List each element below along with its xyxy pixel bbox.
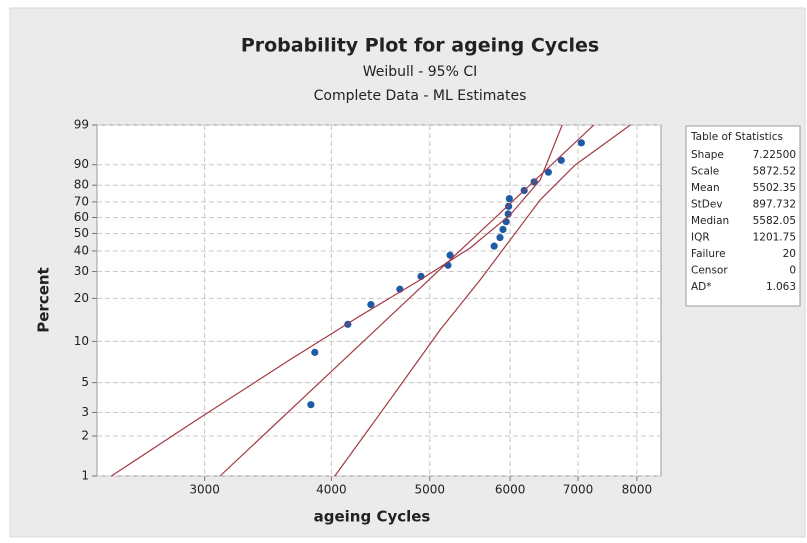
x-tick-label: 5000 (414, 483, 445, 497)
y-tick-label: 30 (74, 264, 89, 278)
statistics-box (685, 125, 801, 307)
y-tick-label: 40 (74, 243, 89, 257)
y-tick-label: 3 (81, 405, 89, 419)
statistic-name: AD* (691, 281, 712, 293)
x-tick-label: 6000 (495, 483, 526, 497)
statistics-title: Table of Statistics (690, 131, 783, 143)
y-tick-label: 5 (81, 375, 89, 389)
statistic-name: StDev (691, 199, 723, 211)
fit-line (111, 124, 563, 477)
statistic-name: IQR (691, 232, 710, 244)
y-tick-label: 2 (81, 429, 89, 443)
y-tick-label: 50 (74, 226, 89, 240)
statistic-value: 1.063 (766, 281, 796, 293)
data-point (505, 202, 513, 210)
statistic-value: 5582.05 (753, 215, 796, 227)
x-tick-label: 3000 (189, 483, 220, 497)
statistic-value: 7.22500 (753, 149, 796, 161)
chart-title: Probability Plot for ageing Cycles (241, 35, 599, 57)
statistic-value: 5502.35 (753, 182, 796, 194)
y-tick-label: 20 (74, 291, 89, 305)
data-point (307, 401, 315, 409)
statistic-value: 20 (783, 248, 796, 260)
chart-subtitle: Complete Data - ML Estimates (314, 88, 527, 104)
statistic-value: 1201.75 (753, 232, 796, 244)
y-axis-label: Percent (35, 267, 53, 332)
statistic-name: Mean (691, 182, 720, 194)
fit-line (334, 124, 631, 477)
y-tick-label: 99 (74, 118, 89, 132)
data-point (367, 301, 375, 309)
statistic-name: Censor (691, 265, 728, 277)
x-tick-label: 8000 (622, 483, 653, 497)
fit-line (219, 124, 595, 477)
y-tick-label: 80 (74, 178, 89, 192)
statistic-name: Failure (691, 248, 726, 260)
y-tick-label: 60 (74, 210, 89, 224)
data-point (577, 139, 585, 147)
data-point (311, 348, 319, 356)
statistic-name: Scale (691, 166, 719, 178)
y-tick-label: 10 (74, 334, 89, 348)
data-point (557, 156, 565, 164)
x-axis-label: ageing Cycles (314, 508, 431, 526)
plot-area (96, 124, 662, 477)
x-tick-label: 4000 (316, 483, 347, 497)
y-tick-label: 70 (74, 194, 89, 208)
data-point (496, 233, 504, 242)
chart-subtitle: Weibull - 95% CI (363, 64, 478, 80)
data-point (505, 194, 513, 203)
statistic-name: Median (691, 215, 729, 227)
statistic-name: Shape (691, 149, 724, 161)
data-point (499, 225, 507, 234)
data-point (490, 242, 498, 250)
x-tick-label: 7000 (563, 483, 594, 497)
statistic-value: 5872.52 (753, 166, 796, 178)
data-point (502, 218, 510, 226)
y-tick-label: 90 (74, 157, 89, 171)
statistic-value: 897.732 (753, 199, 796, 211)
data-point (544, 168, 552, 176)
data-point (446, 251, 454, 259)
y-tick-label: 1 (81, 469, 89, 483)
statistic-value: 0 (789, 265, 796, 277)
